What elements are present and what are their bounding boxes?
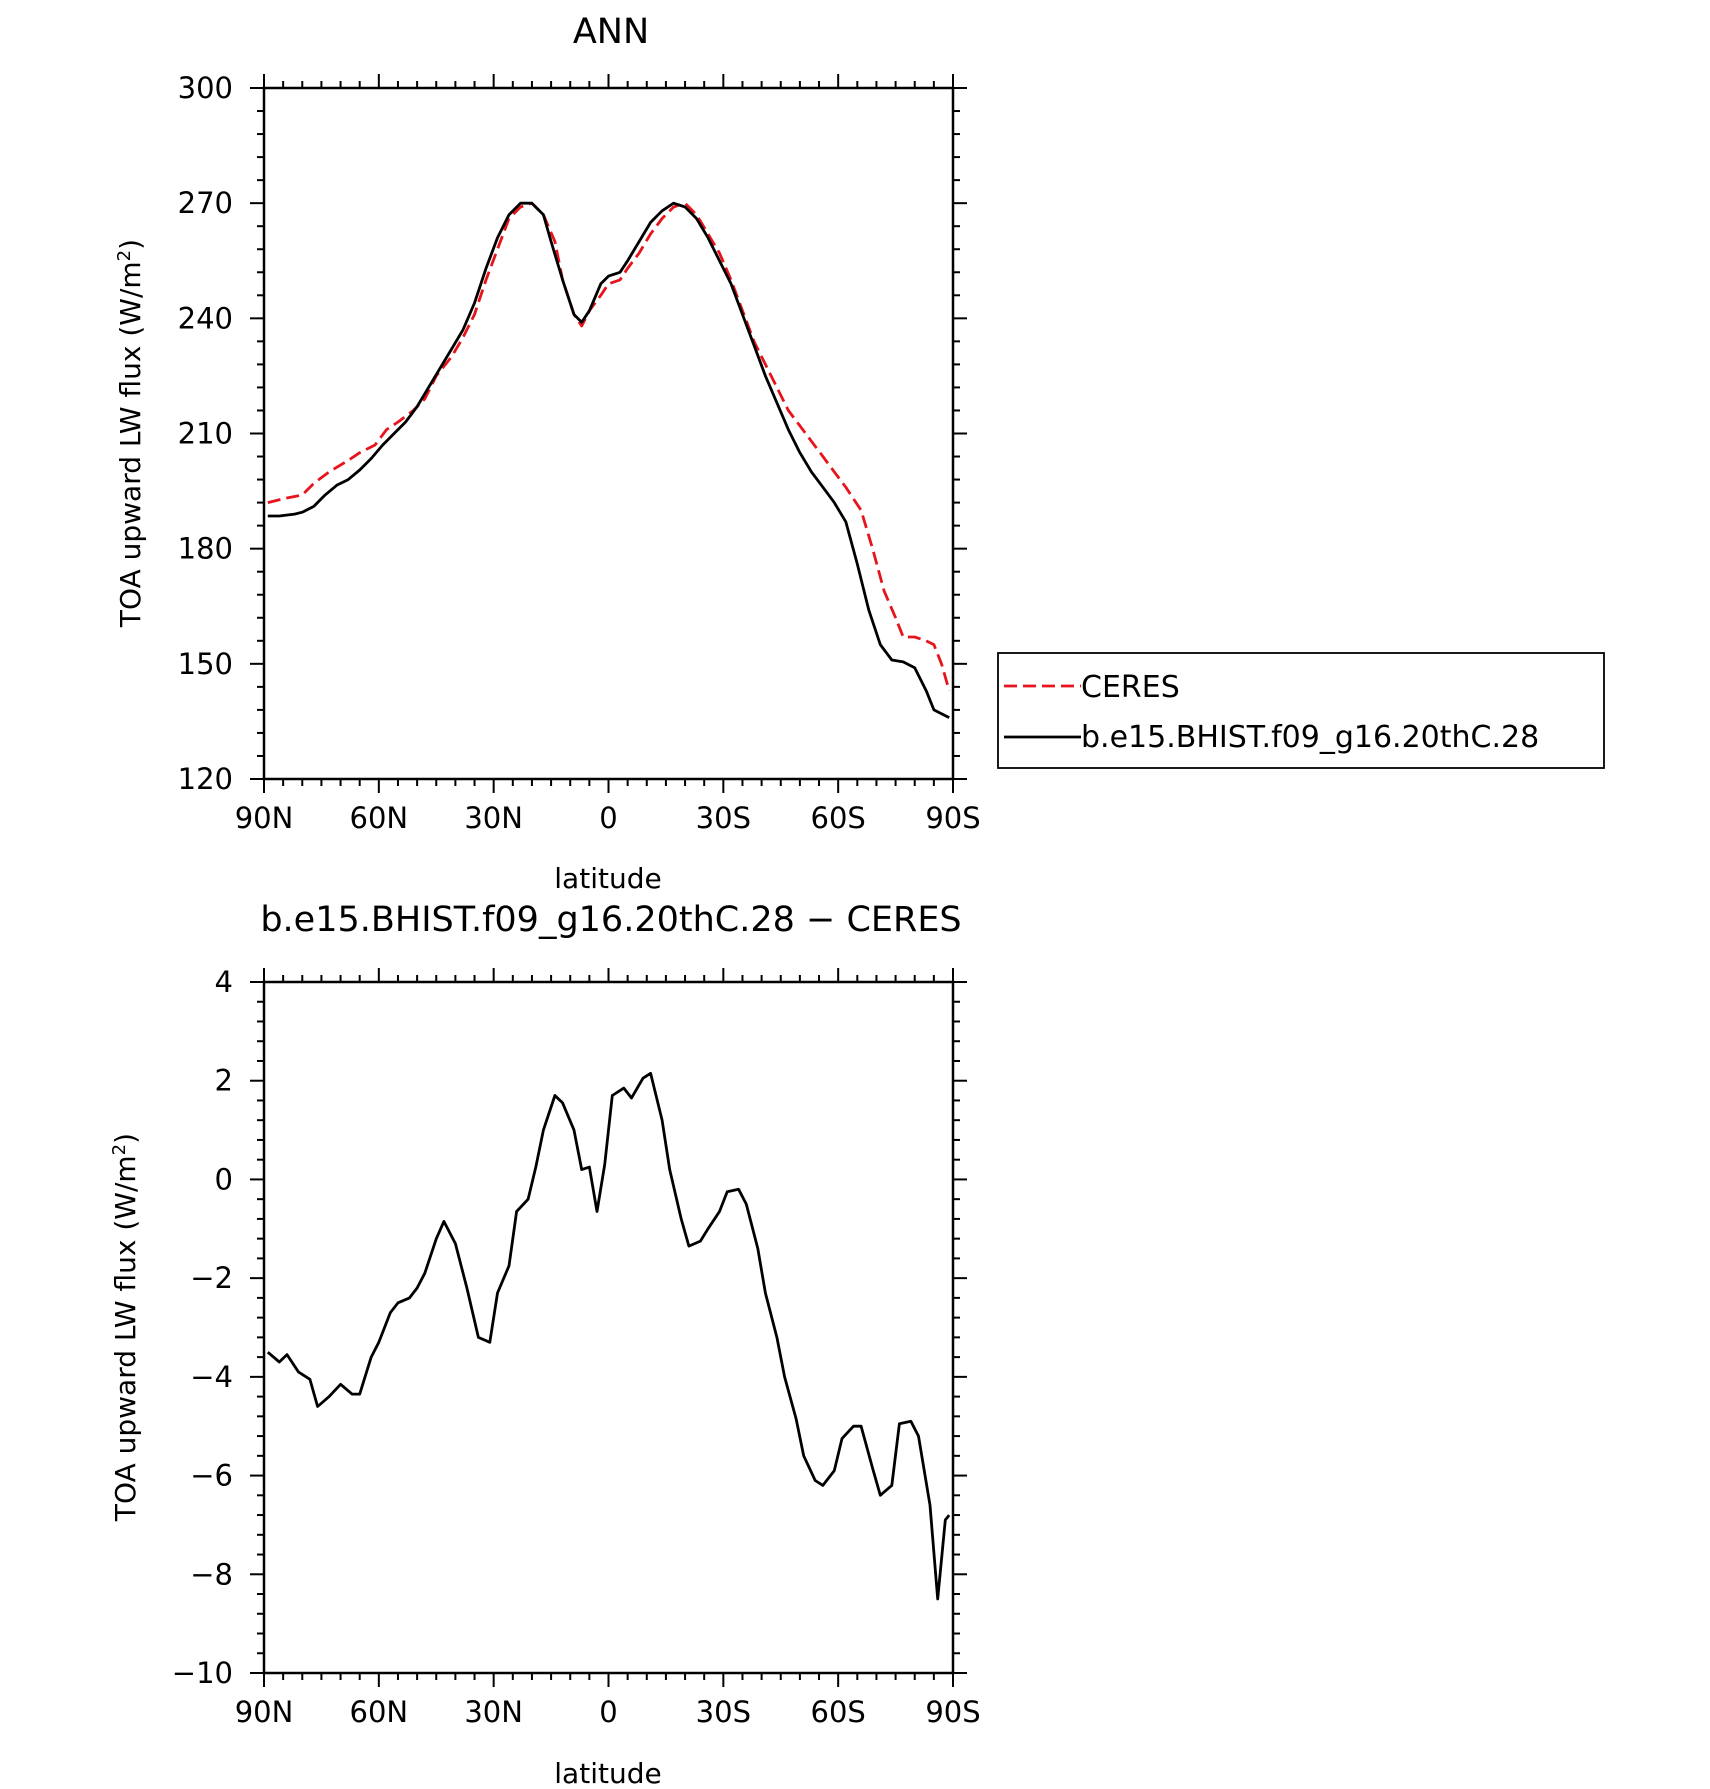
y-tick-label: 210 <box>178 417 233 451</box>
bottom-y-axis-label-main: TOA upward LW flux (W/m <box>109 1155 142 1522</box>
bottom-plot-frame <box>262 980 955 1675</box>
top-x-axis-label: latitude <box>554 862 661 895</box>
series-line-dashed <box>267 201 951 692</box>
y-tick-label: 180 <box>178 532 233 566</box>
top-y-axis-label-main: TOA upward LW flux (W/m <box>114 261 147 628</box>
y-tick-label: 300 <box>178 71 233 105</box>
bottom-panel-title: b.e15.BHIST.f09_g16.20thC.28 − CERES <box>260 900 961 940</box>
series-line-solid <box>267 201 950 719</box>
x-tick-label: 60N <box>350 1695 409 1729</box>
x-tick-label: 90N <box>235 801 294 835</box>
x-tick-label: 60S <box>811 1695 866 1729</box>
y-tick-label: −2 <box>190 1261 233 1295</box>
x-tick-label: 60S <box>811 801 866 835</box>
x-tick-label: 30N <box>464 1695 523 1729</box>
bottom-axis-ticks <box>250 968 967 1687</box>
top-y-axis-label-tail: ) <box>114 239 147 250</box>
top-axis-ticks <box>250 74 967 793</box>
y-tick-label: −4 <box>190 1360 233 1394</box>
y-tick-label: −6 <box>190 1459 233 1493</box>
y-tick-label: −10 <box>172 1656 233 1690</box>
x-tick-label: 90N <box>235 1695 294 1729</box>
legend: CERES b.e15.BHIST.f09_g16.20thC.28 <box>997 652 1605 769</box>
x-tick-label: 30N <box>464 801 523 835</box>
y-tick-label: −8 <box>190 1557 233 1591</box>
legend-model-label: b.e15.BHIST.f09_g16.20thC.28 <box>1081 720 1539 755</box>
y-tick-label: 0 <box>215 1162 233 1196</box>
bottom-y-axis-label-tail: ) <box>109 1133 142 1144</box>
x-tick-label: 0 <box>599 1695 617 1729</box>
y-tick-label: 2 <box>215 1064 233 1098</box>
series-line-solid <box>266 1071 951 1601</box>
y-tick-label: 270 <box>178 186 233 220</box>
y-tick-label: 4 <box>215 965 233 999</box>
y-tick-label: 120 <box>178 762 233 796</box>
bottom-panel: b.e15.BHIST.f09_g16.20thC.28 − CERES 90N… <box>109 900 981 1789</box>
legend-ceres-label: CERES <box>1081 670 1180 705</box>
x-tick-label: 90S <box>925 1695 980 1729</box>
top-tick-labels: 90N 60N 30N 0 30S 60S 90S 120 150 180 210 240 270 300 <box>178 71 981 835</box>
top-series-lines <box>267 201 951 719</box>
x-tick-label: 30S <box>696 1695 751 1729</box>
top-y-axis-label-sup: 2 <box>114 250 135 261</box>
y-tick-label: 240 <box>178 301 233 335</box>
x-tick-label: 30S <box>696 801 751 835</box>
legend-box <box>997 652 1605 769</box>
x-tick-label: 60N <box>350 801 409 835</box>
top-panel: ANN 90N 60N 30N 0 30S 60S 90S 120 150 180 210 240 27… <box>114 12 1605 895</box>
bottom-series-lines <box>266 1071 951 1601</box>
x-tick-label: 0 <box>599 801 617 835</box>
bottom-y-axis-label: TOA upward LW flux (W/m2) <box>109 1133 143 1522</box>
top-panel-title: ANN <box>573 12 649 52</box>
top-plot-frame <box>262 86 955 781</box>
bottom-x-axis-label: latitude <box>554 1757 661 1789</box>
x-tick-label: 90S <box>925 801 980 835</box>
bottom-tick-labels: 90N 60N 30N 0 30S 60S 90S 4 2 0 −2 −4 −6 −8 −10 <box>172 965 981 1729</box>
bottom-y-axis-label-sup: 2 <box>109 1144 130 1155</box>
y-tick-label: 150 <box>178 647 233 681</box>
top-y-axis-label: TOA upward LW flux (W/m2) <box>114 239 148 628</box>
